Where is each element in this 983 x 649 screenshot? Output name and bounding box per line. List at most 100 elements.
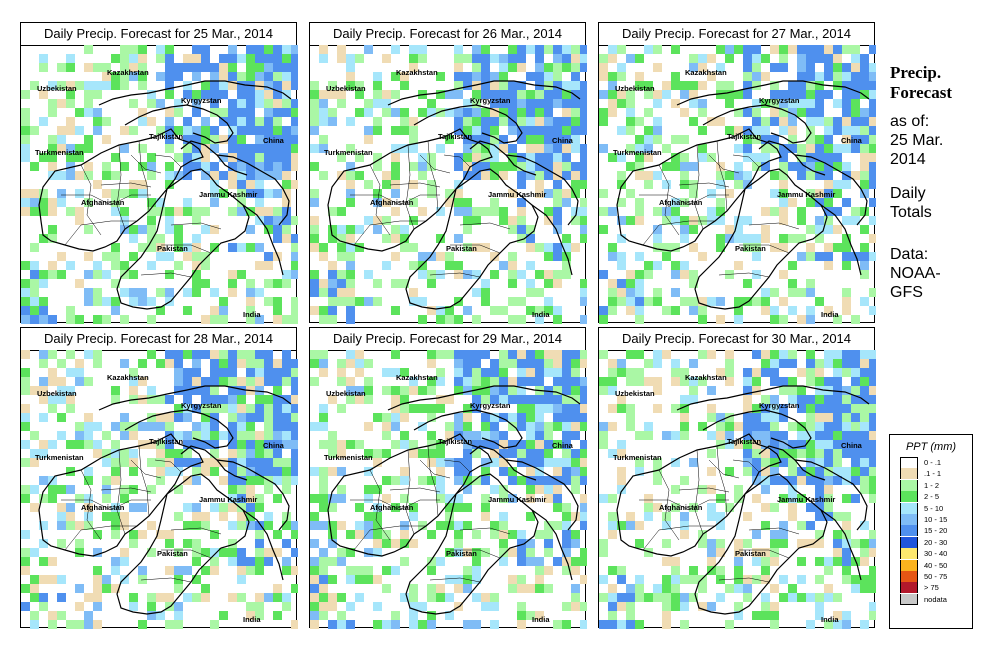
- precip-cell: [599, 575, 608, 584]
- precip-cell: [580, 404, 587, 413]
- precip-cell: [517, 117, 526, 126]
- precip-cell: [653, 503, 662, 512]
- precip-cell: [84, 99, 93, 108]
- precip-cell: [111, 279, 120, 288]
- precip-cell: [562, 476, 571, 485]
- precip-cell: [797, 521, 806, 530]
- precip-cell: [66, 368, 75, 377]
- precip-cell: [716, 180, 725, 189]
- precip-cell: [273, 90, 282, 99]
- precip-cell: [273, 467, 282, 476]
- precip-cell: [427, 557, 436, 566]
- precip-cell: [210, 225, 219, 234]
- precip-cell: [237, 566, 246, 575]
- precip-cell: [264, 279, 273, 288]
- precip-cell: [761, 557, 770, 566]
- precip-cell: [472, 359, 481, 368]
- precip-cell: [48, 234, 57, 243]
- country-label: Kazakhstan: [107, 373, 149, 382]
- precip-cell: [662, 162, 671, 171]
- precip-cell: [39, 386, 48, 395]
- precip-cell: [851, 440, 860, 449]
- precip-cell: [319, 45, 328, 54]
- precip-cell: [743, 54, 752, 63]
- precip-cell: [553, 350, 562, 359]
- precip-cell: [716, 63, 725, 72]
- precip-cell: [535, 611, 544, 620]
- precip-cell: [653, 171, 662, 180]
- precip-cell: [237, 135, 246, 144]
- precip-cell: [39, 539, 48, 548]
- precip-cell: [156, 252, 165, 261]
- precip-cell: [571, 81, 580, 90]
- precip-cell: [210, 386, 219, 395]
- precip-cell: [364, 216, 373, 225]
- precip-cell: [409, 503, 418, 512]
- precip-cell: [842, 243, 851, 252]
- legend-item: 0 - .1: [890, 457, 972, 468]
- precip-cell: [869, 404, 876, 413]
- precip-cell: [662, 216, 671, 225]
- precip-cell: [201, 413, 210, 422]
- precip-cell: [608, 449, 617, 458]
- precip-cell: [734, 306, 743, 315]
- precip-cell: [779, 45, 788, 54]
- precip-cell: [48, 350, 57, 359]
- precip-cell: [797, 431, 806, 440]
- precip-cell: [815, 458, 824, 467]
- precip-cell: [860, 108, 869, 117]
- precip-cell: [84, 45, 93, 54]
- precip-cell: [102, 449, 111, 458]
- precip-cell: [463, 135, 472, 144]
- precip-cell: [75, 359, 84, 368]
- precip-cell: [391, 350, 400, 359]
- precip-cell: [454, 368, 463, 377]
- precip-cell: [21, 288, 30, 297]
- precip-cell: [436, 404, 445, 413]
- legend-title: PPT (mm): [905, 441, 957, 453]
- precip-cell: [310, 216, 319, 225]
- precip-cell: [869, 45, 876, 54]
- precip-cell: [824, 171, 833, 180]
- precip-cell: [779, 54, 788, 63]
- precip-cell: [255, 449, 264, 458]
- precip-cell: [761, 207, 770, 216]
- precip-cell: [815, 575, 824, 584]
- precip-cell: [282, 557, 291, 566]
- precip-cell: [580, 45, 587, 54]
- forecast-panel-mar-27: Daily Precip. Forecast for 27 Mar., 2014…: [598, 22, 876, 324]
- precip-cell: [255, 458, 264, 467]
- precip-cell: [454, 45, 463, 54]
- precip-cell: [291, 458, 298, 467]
- precip-cell: [481, 602, 490, 611]
- precip-cell: [707, 485, 716, 494]
- country-boundaries: [616, 385, 870, 615]
- precip-cell: [517, 126, 526, 135]
- country-label: Turkmenistan: [35, 148, 84, 157]
- precip-cell: [319, 252, 328, 261]
- precip-cell: [788, 395, 797, 404]
- precip-cell: [499, 108, 508, 117]
- precip-cell: [319, 171, 328, 180]
- precip-cell: [228, 171, 237, 180]
- precip-cell: [246, 458, 255, 467]
- precip-cell: [725, 368, 734, 377]
- precip-cell: [571, 359, 580, 368]
- precip-cell: [508, 126, 517, 135]
- precip-cell: [454, 494, 463, 503]
- precip-cell: [617, 575, 626, 584]
- precip-cell: [409, 404, 418, 413]
- precip-cell: [337, 557, 346, 566]
- precip-cell: [860, 63, 869, 72]
- precip-cell: [490, 413, 499, 422]
- precip-cell: [869, 350, 876, 359]
- precip-cell: [427, 350, 436, 359]
- precip-cell: [490, 620, 499, 629]
- precip-cell: [617, 261, 626, 270]
- precip-cell: [860, 180, 869, 189]
- precip-cell: [517, 234, 526, 243]
- precip-cell: [571, 584, 580, 593]
- precip-cell: [689, 63, 698, 72]
- precip-cell: [228, 377, 237, 386]
- precip-cell: [599, 72, 608, 81]
